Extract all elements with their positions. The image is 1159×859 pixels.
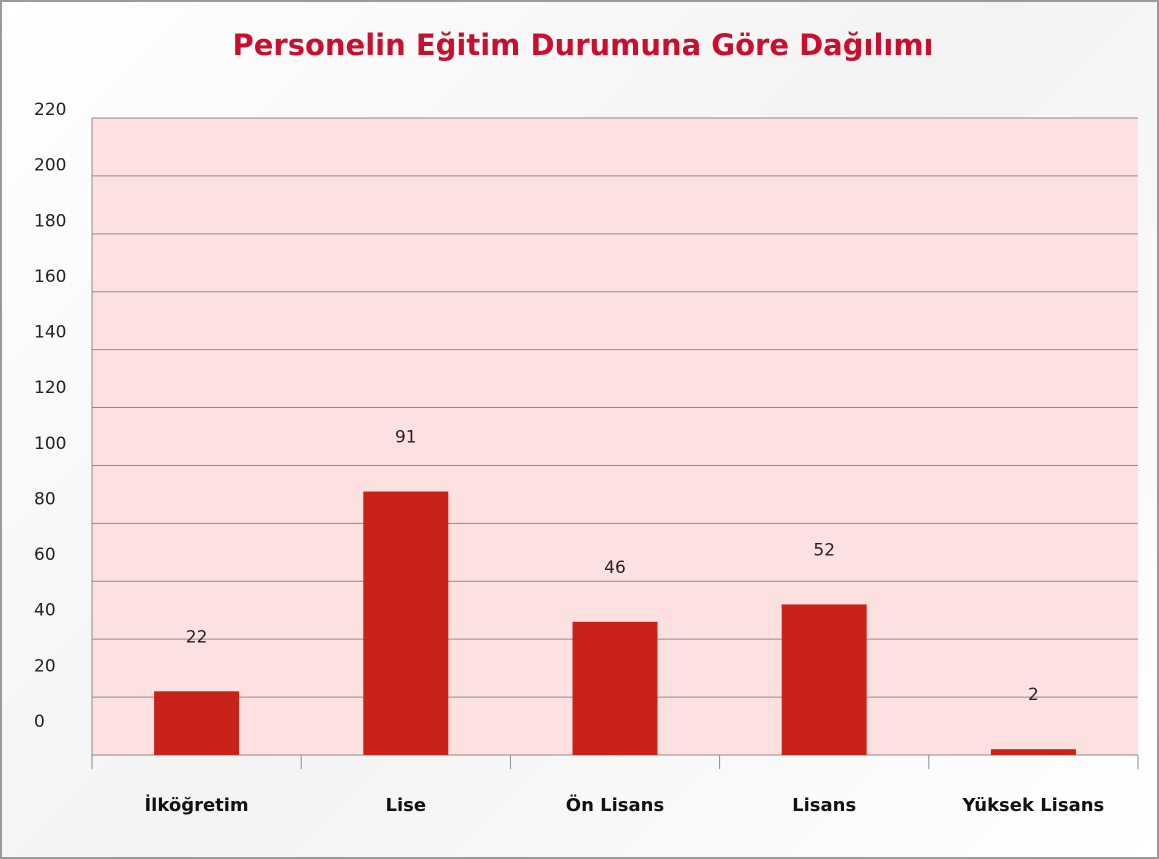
- bar: [363, 491, 449, 755]
- y-tick-label: 20: [34, 656, 56, 676]
- value-label: 46: [604, 558, 626, 578]
- bar: [781, 604, 867, 755]
- x-tick-label: Lisans: [792, 795, 856, 816]
- chart-title: Personelin Eğitim Durumuna Göre Dağılımı: [233, 28, 934, 62]
- y-tick-label: 60: [34, 545, 56, 565]
- y-tick-label: 0: [34, 712, 45, 732]
- y-tick-label: 140: [34, 323, 66, 343]
- y-tick-label: 180: [34, 211, 66, 231]
- bar: [572, 621, 658, 755]
- x-tick-label: Yüksek Lisans: [962, 795, 1105, 816]
- x-tick-label: Ön Lisans: [566, 794, 664, 816]
- y-tick-label: 160: [34, 267, 66, 287]
- bar: [990, 749, 1076, 755]
- value-label: 91: [395, 428, 417, 448]
- y-tick-label: 220: [34, 100, 66, 120]
- x-tick-label: Lise: [386, 795, 427, 816]
- y-tick-label: 200: [34, 156, 66, 176]
- x-tick-label: İlköğretim: [144, 794, 248, 816]
- y-tick-label: 40: [34, 601, 56, 621]
- bar: [154, 691, 240, 755]
- y-tick-label: 80: [34, 489, 56, 509]
- y-tick-label: 120: [34, 378, 66, 398]
- value-label: 52: [813, 540, 835, 560]
- value-label: 22: [186, 627, 208, 647]
- y-tick-label: 100: [34, 434, 66, 454]
- value-label: 2: [1028, 685, 1039, 705]
